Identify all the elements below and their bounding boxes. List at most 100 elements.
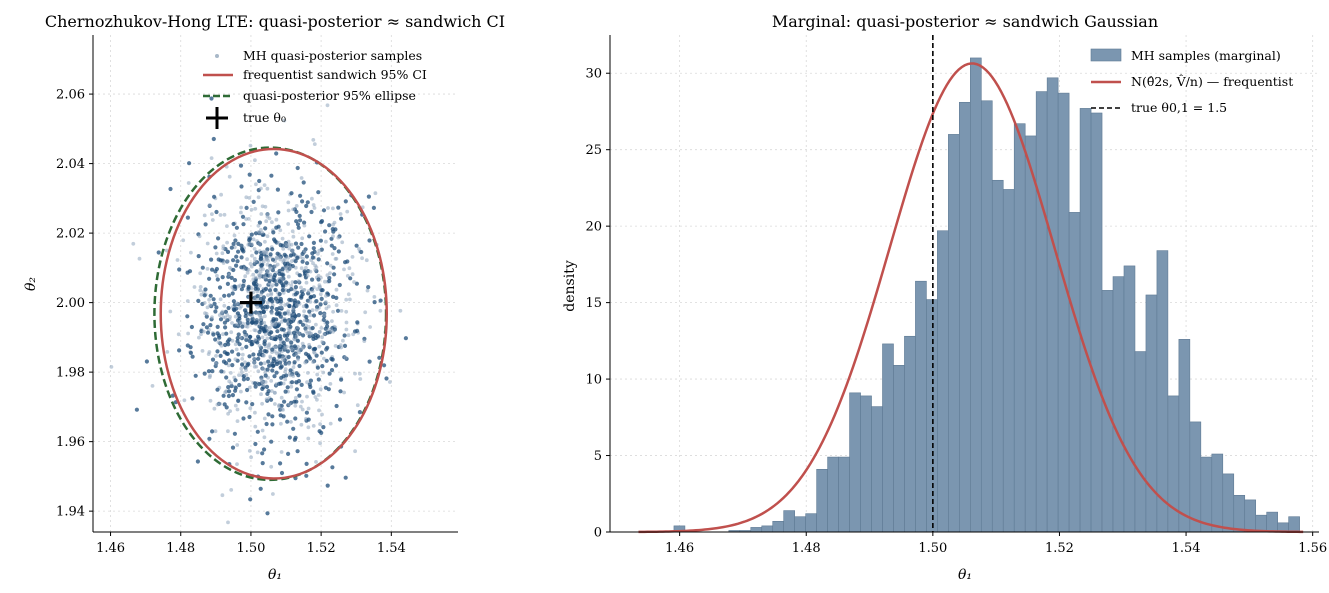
scatter-point [232, 245, 237, 250]
scatter-point [185, 299, 190, 303]
scatter-point [265, 212, 270, 217]
scatter-point [233, 342, 238, 347]
scatter-point [246, 267, 251, 272]
histogram-bar [893, 365, 905, 533]
left-y-tick-label: 1.94 [56, 505, 85, 520]
histogram-bar [1222, 473, 1235, 533]
scatter-point [176, 332, 181, 337]
scatter-point [229, 381, 234, 386]
scatter-point [273, 402, 277, 406]
scatter-point [222, 402, 227, 407]
histogram-bar [915, 280, 927, 533]
scatter-point [234, 263, 239, 268]
scatter-point [291, 317, 295, 321]
scatter-point [300, 322, 306, 327]
scatter-point [168, 309, 173, 314]
scatter-point [265, 326, 270, 330]
scatter-point [336, 205, 341, 210]
scatter-point [269, 379, 274, 383]
left-legend: MH quasi-posterior samples frequentist s… [203, 48, 427, 129]
scatter-point [304, 314, 309, 320]
scatter-point [305, 380, 309, 385]
scatter-point [249, 242, 254, 247]
scatter-point [368, 325, 372, 329]
scatter-point [230, 338, 235, 343]
scatter-point [299, 241, 304, 247]
scatter-point [205, 305, 210, 310]
scatter-point [334, 403, 339, 409]
scatter-point [288, 265, 293, 270]
scatter-point [281, 247, 286, 251]
scatter-point [197, 335, 201, 340]
scatter-point [291, 365, 296, 370]
scatter-point [230, 291, 235, 296]
legend-swatch-histogram [1090, 48, 1122, 62]
scatter-point [253, 384, 258, 389]
scatter-point [255, 305, 260, 309]
right-x-axis-label: θ₁ [958, 567, 972, 583]
histogram-bar [882, 343, 894, 533]
scatter-point [244, 205, 249, 210]
scatter-point [211, 332, 216, 337]
scatter-point [232, 278, 238, 283]
scatter-point [247, 172, 252, 177]
scatter-point [233, 357, 238, 362]
scatter-point [263, 380, 268, 384]
scatter-point [225, 313, 230, 317]
sandwich-ci-ellipse [159, 147, 389, 480]
scatter-point [299, 285, 303, 290]
scatter-point [225, 249, 231, 254]
right-y-tick-label: 20 [585, 220, 602, 235]
scatter-point [228, 315, 233, 319]
histogram-bar [1112, 276, 1125, 533]
scatter-point [175, 258, 180, 262]
scatter-point [343, 199, 348, 204]
scatter-point [246, 361, 251, 366]
scatter-point [259, 256, 264, 261]
scatter-point [265, 367, 270, 372]
histogram-bar [959, 101, 971, 533]
scatter-point [257, 352, 262, 357]
scatter-point [259, 212, 264, 216]
scatter-point [329, 328, 334, 333]
scatter-point [299, 176, 304, 180]
histogram-bar [750, 527, 763, 533]
scatter-point [260, 230, 265, 235]
scatter-point [270, 322, 275, 327]
scatter-point [322, 313, 327, 317]
scatter-point [308, 300, 313, 304]
scatter-point [237, 313, 242, 319]
right-legend: MH samples (marginal) N(θ̂2s, V̂/n) — fr… [1090, 48, 1293, 115]
scatter-point [330, 252, 335, 256]
scatter-point [221, 246, 226, 251]
scatter-point [221, 261, 226, 265]
scatter-point [245, 257, 250, 262]
scatter-point [403, 336, 408, 341]
scatter-point [225, 240, 230, 245]
scatter-point [317, 408, 321, 413]
scatter-point [290, 380, 295, 385]
scatter-point [257, 344, 262, 348]
scatter-point [378, 308, 383, 313]
scatter-point [288, 368, 293, 373]
scatter-point [362, 339, 367, 343]
scatter-point [325, 273, 330, 278]
scatter-point [270, 220, 274, 225]
scatter-point [317, 429, 322, 434]
scatter-point [289, 347, 294, 352]
scatter-point [282, 318, 288, 323]
scatter-point [308, 313, 313, 318]
scatter-point [287, 402, 292, 407]
scatter-point [202, 213, 207, 218]
scatter-point [272, 390, 277, 395]
scatter-point [263, 226, 268, 231]
scatter-point [323, 279, 327, 284]
scatter-point [307, 319, 312, 324]
scatter-point [237, 373, 241, 377]
scatter-point [239, 389, 243, 394]
scatter-point [239, 287, 244, 292]
left-y-tick-label: 2.02 [56, 227, 85, 242]
left-y-tick-label: 2.00 [56, 296, 85, 311]
scatter-point [309, 209, 314, 215]
scatter-point [312, 351, 317, 355]
